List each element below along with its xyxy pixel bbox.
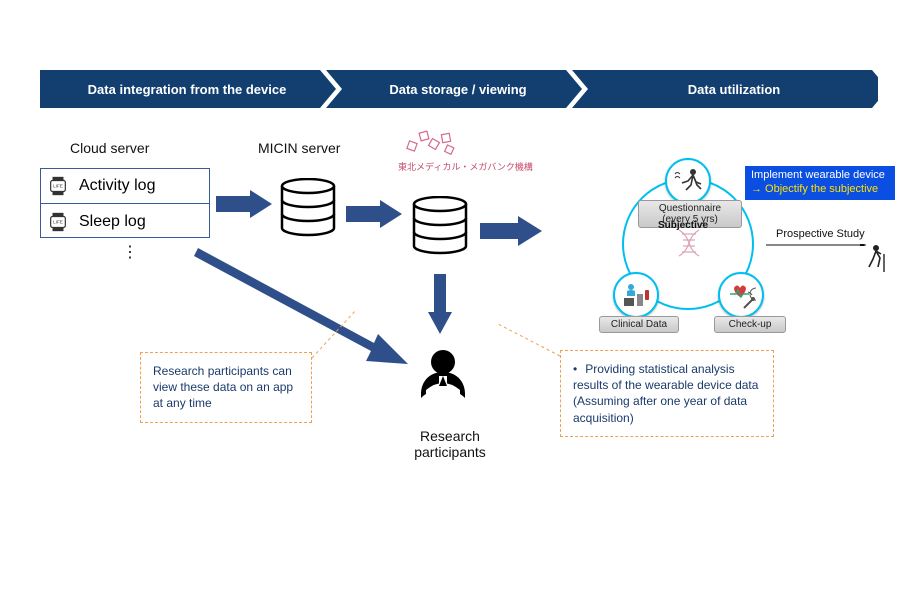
tohoku-logo-icon bbox=[406, 128, 462, 158]
callout-right-leader bbox=[494, 320, 564, 360]
chevron-2: Data utilization bbox=[572, 70, 872, 108]
micin-title: MICIN server bbox=[258, 140, 340, 156]
callout-right: •Providing statistical analysis results … bbox=[560, 350, 774, 437]
tohoku-caption: 東北メディカル・メガバンク機構 bbox=[398, 160, 533, 173]
watch-icon: LIFE bbox=[47, 175, 69, 197]
node-clinical bbox=[613, 272, 659, 318]
node-questionnaire bbox=[665, 158, 711, 204]
dna-icon bbox=[674, 228, 704, 258]
arrow-micin-to-tohoku bbox=[346, 200, 402, 228]
checkup-icon bbox=[726, 280, 756, 310]
run-icon bbox=[673, 166, 703, 196]
callout-left-leader bbox=[310, 306, 360, 362]
node-checkup bbox=[718, 272, 764, 318]
db-icon-tohoku bbox=[410, 196, 470, 262]
highlight-box: Implement wearable device → Objectify th… bbox=[745, 166, 895, 200]
cap-checkup: Check-up bbox=[714, 316, 786, 333]
arrow-cloud-to-micin bbox=[216, 190, 272, 218]
prospective-label: Prospective Study bbox=[776, 228, 865, 240]
watch-label: LIFE bbox=[53, 183, 63, 188]
arrow-cloud-to-participants bbox=[192, 234, 412, 364]
cap-clinical-text: Clinical Data bbox=[611, 319, 667, 330]
highlight-line2: → Objectify the subjective bbox=[751, 183, 889, 197]
person-icon bbox=[414, 346, 472, 424]
header-chevron-bar: Data integration from the deviceData sto… bbox=[40, 70, 860, 108]
arrow-db-to-participants bbox=[428, 274, 452, 334]
highlight-line1: Implement wearable device bbox=[751, 169, 889, 183]
chevron-0: Data integration from the device bbox=[40, 70, 320, 108]
svg-text:LIFE: LIFE bbox=[53, 219, 63, 224]
prospective-arrow-line bbox=[766, 244, 870, 246]
bullet: • bbox=[573, 362, 577, 376]
callout-left-text: Research participants can view these dat… bbox=[153, 364, 293, 410]
cloud-log-box: LIFE Activity log LIFE Sleep log bbox=[40, 168, 210, 238]
clinical-icon bbox=[621, 280, 651, 310]
activity-log-label: Activity log bbox=[79, 177, 155, 195]
subjective-label: Subjective bbox=[658, 220, 708, 231]
log-row-activity: LIFE Activity log bbox=[41, 169, 209, 204]
walker-icon bbox=[866, 244, 890, 274]
callout-left: Research participants can view these dat… bbox=[140, 352, 312, 423]
log-row-sleep: LIFE Sleep log bbox=[41, 204, 209, 239]
watch-icon: LIFE bbox=[47, 211, 69, 233]
sleep-log-label: Sleep log bbox=[79, 213, 146, 231]
callout-right-text: Providing statistical analysis results o… bbox=[573, 362, 758, 425]
cloud-server-title: Cloud server bbox=[70, 140, 149, 156]
chevron-1: Data storage / viewing bbox=[326, 70, 566, 108]
log-ellipsis: ⋮ bbox=[122, 242, 138, 262]
arrow-tohoku-to-cycle bbox=[480, 216, 542, 246]
participants-label: Research participants bbox=[395, 428, 505, 460]
cap-checkup-text: Check-up bbox=[729, 319, 772, 330]
cap-clinical: Clinical Data bbox=[599, 316, 679, 333]
